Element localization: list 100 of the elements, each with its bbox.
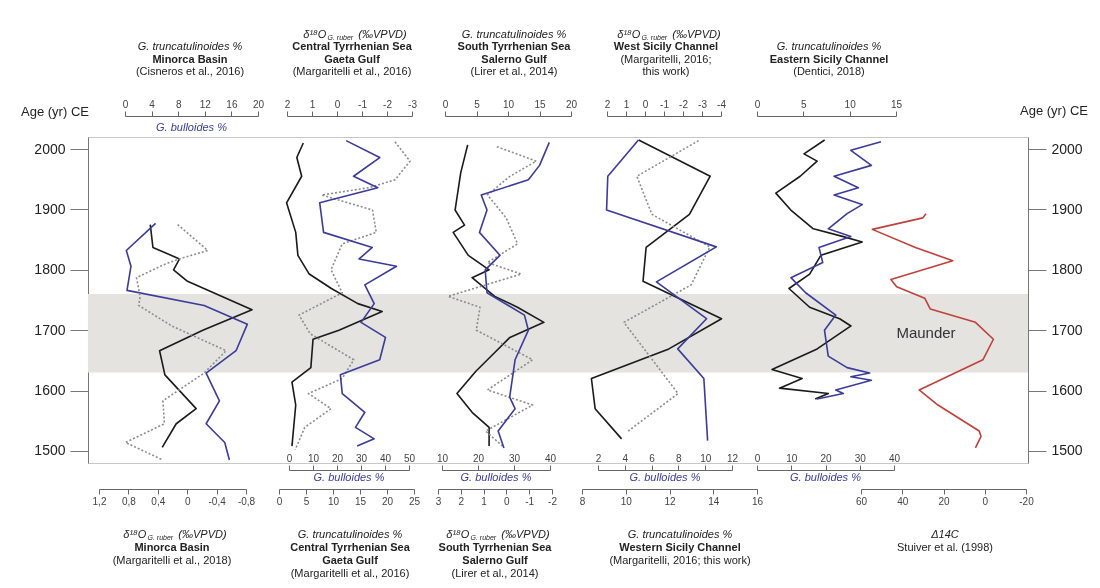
y2-tick-label: 1600 xyxy=(1051,382,1083,399)
x2-tick-label: 15 xyxy=(534,98,546,110)
line-series xyxy=(871,212,995,449)
x-tick-label: 3 xyxy=(435,495,442,507)
x-tick-label: 40 xyxy=(888,452,901,464)
x-tick-label: 0,8 xyxy=(121,495,137,507)
x-tick-label: 8 xyxy=(676,452,683,464)
y-tick-label: 1500 xyxy=(34,442,66,459)
x-tick-label: 1,2 xyxy=(92,495,107,507)
x-tick-label: 0,4 xyxy=(151,495,166,507)
line-series xyxy=(124,223,227,461)
x-tick-label: 15 xyxy=(354,495,367,507)
x2-tick-label: -2 xyxy=(679,98,689,110)
x-tick-label: 0 xyxy=(754,452,761,464)
x2-tick-label: 5 xyxy=(801,98,808,110)
x2-tick-label: 5 xyxy=(474,98,481,110)
x-tick-label: 8 xyxy=(579,495,586,507)
x-tick-label: 40 xyxy=(897,495,909,507)
x2-tick-label: -3 xyxy=(698,98,708,110)
x2-axis-title: G. truncatulinoides % Eastern Sicily Channel (Dentici, 2018) xyxy=(769,40,889,77)
x2-axis-title: G. truncatulinoides % South Tyrrhenian Sea Salerno Gulf (Lirer et al., 2014) xyxy=(457,27,572,77)
y2-tick-label: 1700 xyxy=(1051,321,1083,338)
y2-axis-title: Age (yr) CE xyxy=(1020,103,1089,118)
y-tick-label: 1800 xyxy=(34,261,66,278)
x-tick-label: -1 xyxy=(525,495,535,507)
x2-tick-label: 1 xyxy=(309,98,316,110)
x2-tick-label: 0 xyxy=(754,98,761,110)
x-tick-label: -20 xyxy=(1019,495,1035,507)
x-tick-label: 1 xyxy=(481,495,488,507)
x2-tick-label: 4 xyxy=(149,98,156,110)
x2-tick-label: 20 xyxy=(565,98,578,110)
x-tick-label: 10 xyxy=(786,452,798,464)
x-tick-label: 2 xyxy=(595,452,602,464)
x2-tick-label: -1 xyxy=(660,98,670,110)
x-axis-title: Δ14C Stuiver et al. (1998) xyxy=(897,528,993,553)
x2-tick-label: 20 xyxy=(252,98,265,110)
x2-tick-label: -3 xyxy=(408,98,418,110)
x2-tick-label: 12 xyxy=(199,98,212,110)
x-tick-label: 30 xyxy=(508,452,521,464)
x2-tick-label: -2 xyxy=(383,98,393,110)
x-tick-label: 16 xyxy=(751,495,764,507)
x-tick-label: 50 xyxy=(403,452,416,464)
x-tick-label: 25 xyxy=(408,495,421,507)
x-tick-label: 20 xyxy=(331,452,344,464)
x2-tick-label: -4 xyxy=(717,98,727,110)
x-tick-label: 14 xyxy=(708,495,720,507)
x-tick-label: 30 xyxy=(355,452,368,464)
x-tick-label: 10 xyxy=(436,452,449,464)
x2-tick-label: 0 xyxy=(642,98,649,110)
x-tick-label: -2 xyxy=(548,495,558,507)
x2-axis-title: G. truncatulinoides % Minorca Basin (Cisneros et al., 2016) xyxy=(135,40,245,77)
x-tick-label: 40 xyxy=(379,452,392,464)
x-tick-label: 2 xyxy=(458,495,465,507)
x2-tick-label: 8 xyxy=(175,98,182,110)
x-tick-label: 5 xyxy=(303,495,310,507)
y2-tick-label: 2000 xyxy=(1051,140,1083,157)
x-axis-title: G. truncatulinoides % Western Sicily Channel (Margaritelli, 2016; this work) xyxy=(609,528,751,566)
x2-tick-label: 0 xyxy=(334,98,341,110)
y-axis-title: Age (yr) CE xyxy=(21,104,90,119)
x-tick-label: 20 xyxy=(820,452,832,464)
y2-tick-label: 1800 xyxy=(1051,261,1083,278)
x-tick-label: 20 xyxy=(472,452,485,464)
x-tick-label: -0,4 xyxy=(208,495,227,507)
x-tick-label: 10 xyxy=(327,495,340,507)
x2-tick-label: -1 xyxy=(358,98,368,110)
y2-tick-label: 1500 xyxy=(1051,442,1083,459)
x-tick-label: 10 xyxy=(620,495,633,507)
x-tick-label: 60 xyxy=(855,495,868,507)
x-tick-label: 12 xyxy=(664,495,676,507)
x-axis-title: G. bulloides % xyxy=(790,471,862,483)
y-tick-label: 1900 xyxy=(34,200,66,217)
y-tick-label: 1700 xyxy=(34,321,66,338)
x2-tick-label: 0 xyxy=(442,98,449,110)
x2-tick-label: 15 xyxy=(890,98,903,110)
x-tick-label: 20 xyxy=(938,495,950,507)
x2-tick-label: 16 xyxy=(226,98,238,110)
x2-tick-label: 2 xyxy=(284,98,291,110)
x-axis-title: G. bulloides % xyxy=(629,471,701,483)
x-tick-label: 6 xyxy=(649,452,656,464)
x-tick-label: -0,8 xyxy=(237,495,256,507)
x-tick-label: 0 xyxy=(286,452,293,464)
x-tick-label: 10 xyxy=(700,452,712,464)
x-axis-title: G. truncatulinoides % Central Tyrrhenian Sea Gaeta Gulf (Margaritelli et al., 2016) xyxy=(290,528,411,579)
x-tick-label: 30 xyxy=(854,452,867,464)
x-tick-label: 20 xyxy=(381,495,394,507)
x-tick-label: 0 xyxy=(276,495,283,507)
x2-tick-label: 10 xyxy=(844,98,857,110)
x-axis-title: G. bulloides % xyxy=(460,471,532,483)
x2-tick-label: 2 xyxy=(604,98,611,110)
x-tick-label: 4 xyxy=(622,452,629,464)
x-tick-label: 0 xyxy=(504,495,511,507)
x-tick-label: 10 xyxy=(307,452,320,464)
x-tick-label: 0 xyxy=(184,495,191,507)
x-tick-label: 40 xyxy=(544,452,557,464)
x-tick-label: 12 xyxy=(726,452,739,464)
x2-tick-label: 0 xyxy=(122,98,129,110)
text: G. bulloides % xyxy=(156,121,228,133)
x-tick-label: 0 xyxy=(982,495,989,507)
x2-tick-label: 10 xyxy=(502,98,515,110)
y-tick-label: 2000 xyxy=(34,140,66,157)
